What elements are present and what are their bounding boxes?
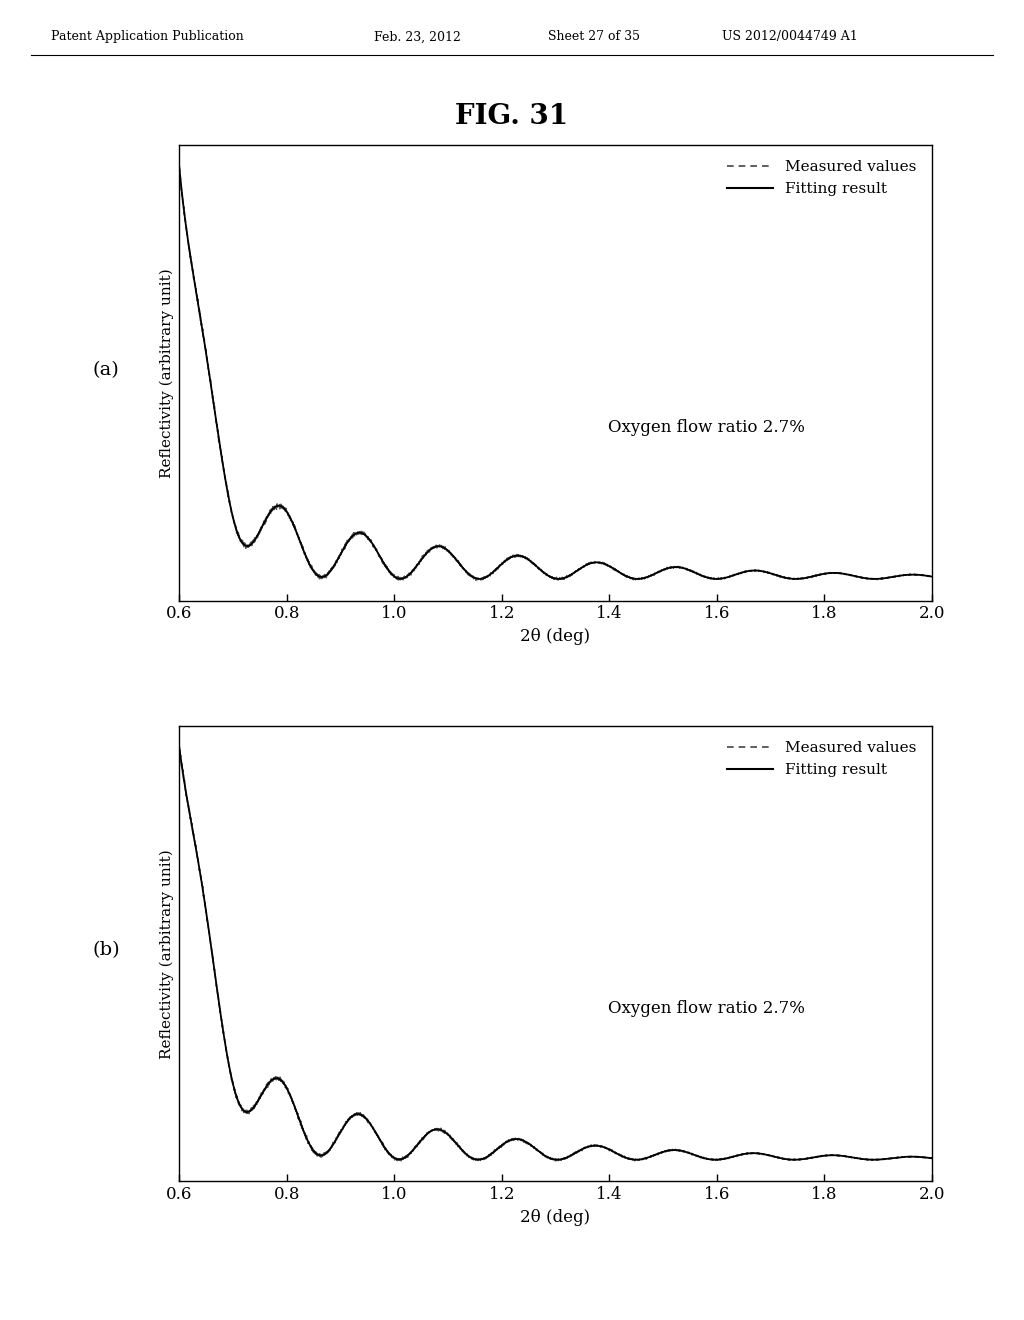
- Legend: Measured values, Fitting result: Measured values, Fitting result: [720, 734, 925, 784]
- Legend: Measured values, Fitting result: Measured values, Fitting result: [720, 153, 925, 203]
- Text: Oxygen flow ratio 2.7%: Oxygen flow ratio 2.7%: [608, 999, 805, 1016]
- Text: Patent Application Publication: Patent Application Publication: [51, 30, 244, 44]
- X-axis label: 2θ (deg): 2θ (deg): [520, 628, 591, 645]
- Text: Oxygen flow ratio 2.7%: Oxygen flow ratio 2.7%: [608, 418, 805, 436]
- Text: US 2012/0044749 A1: US 2012/0044749 A1: [722, 30, 858, 44]
- Text: Sheet 27 of 35: Sheet 27 of 35: [548, 30, 640, 44]
- Y-axis label: Reflectivity (arbitrary unit): Reflectivity (arbitrary unit): [160, 268, 174, 478]
- Text: Feb. 23, 2012: Feb. 23, 2012: [374, 30, 461, 44]
- Text: (a): (a): [92, 360, 119, 379]
- X-axis label: 2θ (deg): 2θ (deg): [520, 1209, 591, 1226]
- Text: FIG. 31: FIG. 31: [456, 103, 568, 129]
- Y-axis label: Reflectivity (arbitrary unit): Reflectivity (arbitrary unit): [160, 849, 174, 1059]
- Text: (b): (b): [92, 941, 120, 960]
